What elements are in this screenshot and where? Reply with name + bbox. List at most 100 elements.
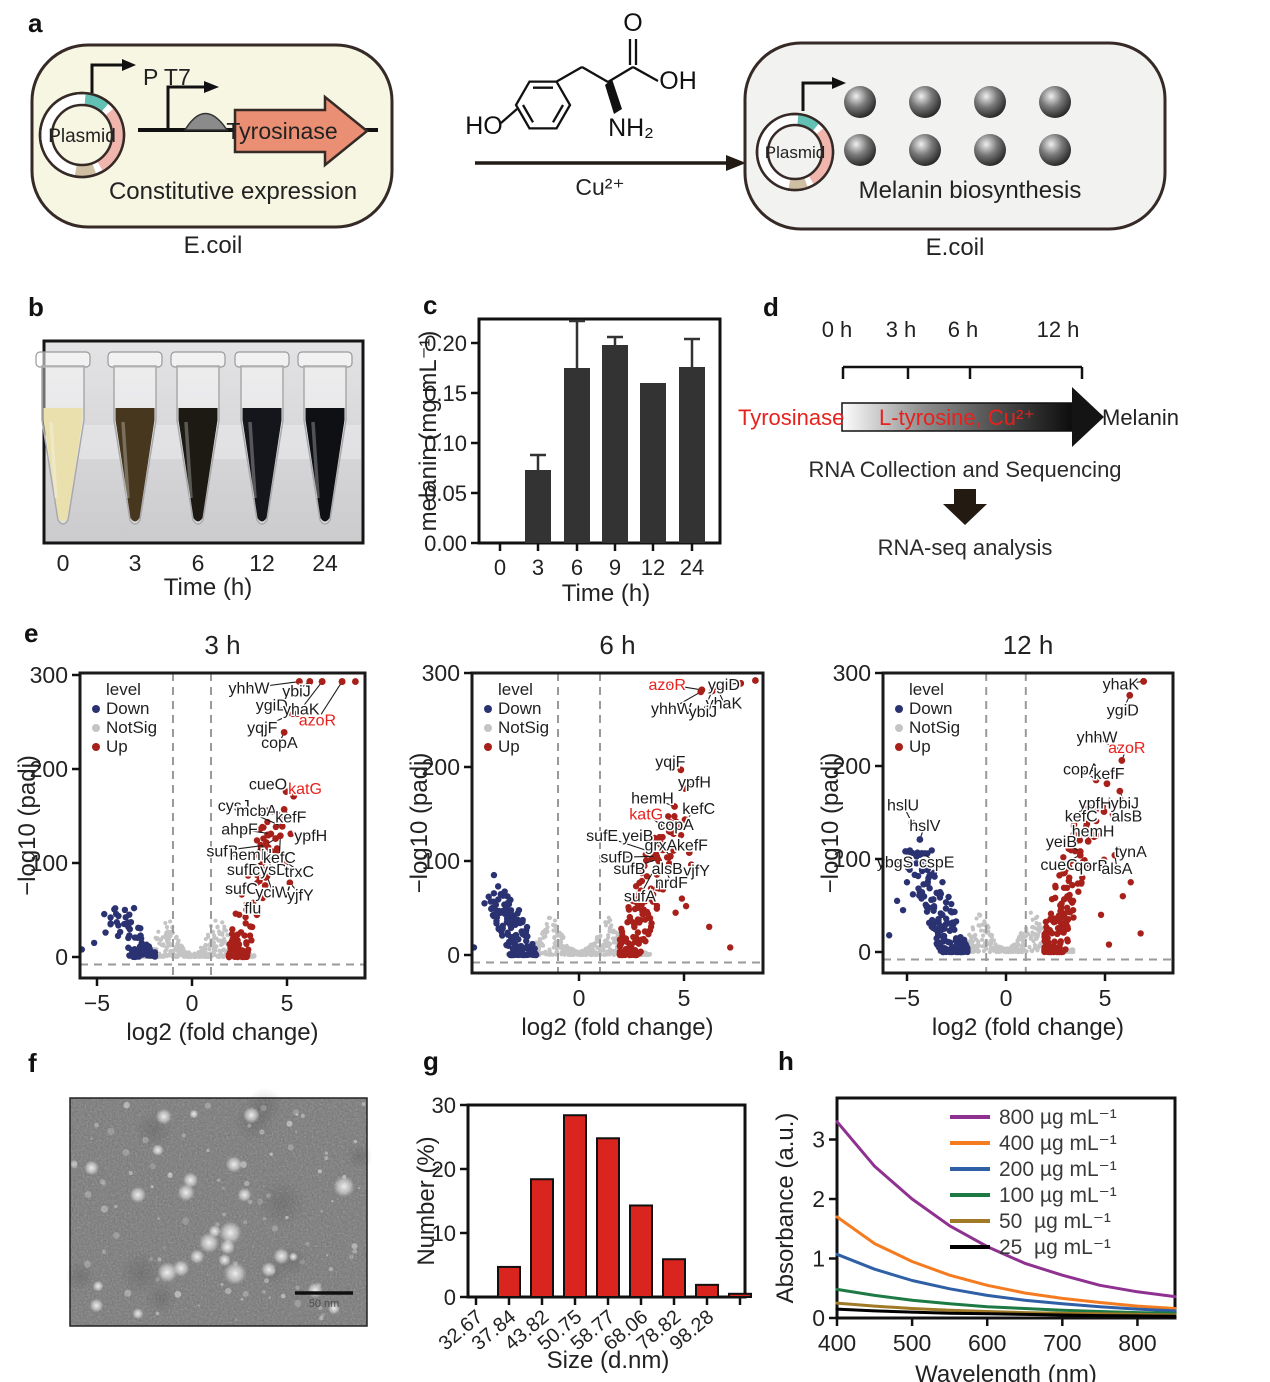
x-tick-label: 800 — [1118, 1330, 1156, 1356]
timeline-time-label: 3 h — [886, 317, 917, 342]
tem-small-dot — [197, 1304, 200, 1307]
tem-nanoparticle — [273, 1248, 290, 1265]
x-tick-label: 0 — [186, 990, 199, 1016]
legend-label: 25 µg mL⁻¹ — [999, 1236, 1111, 1259]
spectrum-line — [835, 1215, 1177, 1310]
y-tick-label: 100 — [833, 846, 871, 872]
legend-label: Down — [498, 699, 541, 718]
tem-small-dot — [149, 1163, 156, 1170]
tyrosinase-gene-arrow — [233, 94, 369, 168]
y-tick-label: 200 — [422, 754, 460, 780]
legend-title: level — [106, 680, 141, 699]
panel-d-timeline: 0 h 3 h 6 h 12 h Tyrosinase L-tyrosine, Cu²… — [738, 317, 1179, 560]
melanin-particles — [844, 86, 1071, 166]
tem-small-dot — [320, 1209, 324, 1213]
tem-nanoparticle — [129, 1186, 147, 1204]
legend-title: level — [909, 680, 944, 699]
x-tick-label: 400 — [818, 1330, 856, 1356]
constitutive-expression-caption: Constitutive expression — [109, 178, 357, 205]
gene-label-yqjF: yqjF — [247, 720, 277, 737]
y-tick-label: 30 — [432, 1093, 456, 1118]
volcano-points — [473, 677, 759, 959]
bar — [530, 1178, 554, 1299]
tem-small-dot — [222, 1186, 225, 1190]
tem-small-dot — [324, 1156, 329, 1161]
x-axis-label: log2 (fold change) — [932, 1014, 1124, 1041]
tem-nanoparticle — [177, 1183, 195, 1202]
tem-small-dot — [352, 1248, 358, 1254]
gene-label-kefF: kefF — [1093, 766, 1124, 783]
bar — [564, 368, 590, 543]
tube-cap — [35, 351, 91, 368]
panel-label-h: h — [778, 1046, 794, 1076]
cu-catalyst-label: Cu²⁺ — [575, 174, 624, 200]
tube-liquid — [43, 408, 83, 522]
gene-label-katG: katG — [629, 807, 663, 824]
plasmid-segment — [788, 177, 808, 190]
gene-label-yhaK: yhaK — [706, 696, 743, 713]
tem-small-dot — [361, 1102, 366, 1106]
tem-small-dot — [271, 1225, 278, 1232]
y-axis-label: Number (%) — [413, 1136, 440, 1265]
gene-label-ypfH: ypfH — [678, 775, 711, 792]
plasmid-segments — [74, 93, 124, 177]
rna-collection-label: RNA Collection and Sequencing — [808, 457, 1121, 482]
y-tick-label: 0 — [444, 1285, 456, 1310]
tem-small-dot — [251, 1245, 255, 1248]
gene-label-yeiB: yeiB — [1046, 834, 1077, 851]
gene-label-alsB: alsB — [652, 861, 683, 878]
x-tick-label: 600 — [968, 1330, 1006, 1356]
panel-c-bar-chart: 0.00 0.05 0.10 0.15 0.20 0 3 6 9 12 24 Time (h) mela… — [415, 317, 722, 607]
volcano-title: 12 h — [1003, 630, 1054, 660]
tem-small-dot — [155, 1277, 160, 1282]
tube-time-label: 3 — [129, 550, 142, 576]
tem-small-dot — [234, 1318, 238, 1321]
tem-small-dot — [107, 1127, 115, 1135]
tube-cap — [107, 351, 163, 368]
tem-small-dot — [150, 1185, 154, 1189]
gene-label-yjfY: yjfY — [683, 863, 710, 880]
melanin-sphere-icon — [844, 86, 876, 118]
tem-dark-patch — [145, 1282, 178, 1315]
tyrosine-structure — [500, 39, 659, 130]
gene-label-cysD: cysD — [252, 862, 288, 879]
nh2-label: NH₂ — [608, 114, 654, 142]
y-tick-label: 100 — [30, 850, 68, 876]
x-tick-label: −5 — [894, 985, 920, 1011]
tube-highlight — [49, 421, 58, 499]
legend-label: 800 µg mL⁻¹ — [999, 1106, 1117, 1129]
spectra-legend: 800 µg mL⁻¹ 400 µg mL⁻¹ 200 µg mL⁻¹ 100 µg … — [950, 1106, 1117, 1259]
gene-label-hemH: hemH — [230, 847, 273, 864]
bar — [728, 1292, 752, 1299]
gene-label-katG: katG — [288, 781, 322, 798]
gene-label-yjfY: yjfY — [287, 887, 314, 904]
tem-small-dot — [328, 1266, 334, 1272]
y-tick-label: 3 — [812, 1127, 825, 1153]
y-tick-label: 300 — [833, 660, 871, 686]
gene-label-sufB: sufB — [206, 843, 238, 860]
panel-g-size-histogram: 010203032.6737.8443.8250.7558.7768.0678.… — [413, 1093, 752, 1374]
timeline-time-label: 12 h — [1037, 317, 1080, 342]
x-tick-label: 3 — [532, 555, 544, 580]
legend-label: 50 µg mL⁻¹ — [999, 1210, 1111, 1233]
legend-label: Up — [106, 737, 128, 756]
wedge-bond — [605, 79, 622, 114]
gene-label-sufC: sufC — [225, 881, 258, 898]
gene-label-ahpF: ahpF — [221, 822, 258, 839]
legend-label: Down — [909, 699, 952, 718]
gene-label-trxC: trxC — [285, 864, 314, 881]
tem-small-dot — [124, 1289, 132, 1297]
tem-small-dot — [84, 1191, 92, 1198]
melanin-sphere-icon — [974, 134, 1006, 166]
gene-label-grxA: grxA — [644, 838, 677, 855]
tem-small-dot — [168, 1172, 172, 1176]
melanin-sphere-icon — [1039, 86, 1071, 118]
volcano-points — [885, 677, 1148, 956]
tem-small-dot — [240, 1297, 244, 1301]
tem-small-dot — [294, 1130, 298, 1133]
y-tick-label: 1 — [812, 1246, 825, 1272]
plasmid-right-label: Plasmid — [765, 143, 825, 162]
tem-small-dot — [220, 1283, 224, 1287]
